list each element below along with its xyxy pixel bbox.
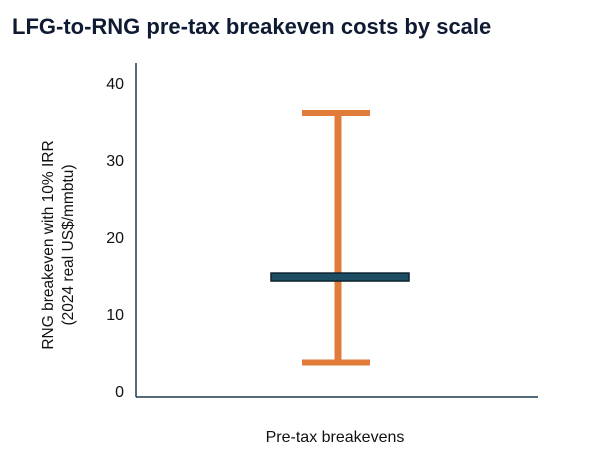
y-tick-label: 0 (115, 384, 124, 401)
y-axis-ticks: 0 10 20 30 40 (106, 76, 124, 401)
y-axis-label-line2: (2024 real US$/mmbtu) (60, 164, 77, 325)
x-axis-label: Pre-tax breakevens (266, 429, 405, 446)
y-tick-label: 40 (106, 76, 124, 93)
y-axis-label-line1: RNG breakeven with 10% IRR (40, 140, 57, 349)
y-tick-label: 30 (106, 153, 124, 170)
y-tick-label: 10 (106, 307, 124, 324)
central-estimate-bar (270, 272, 410, 282)
plot-marks (270, 110, 410, 366)
chart-title: LFG-to-RNG pre-tax breakeven costs by sc… (12, 14, 492, 39)
y-tick-label: 20 (106, 230, 124, 247)
